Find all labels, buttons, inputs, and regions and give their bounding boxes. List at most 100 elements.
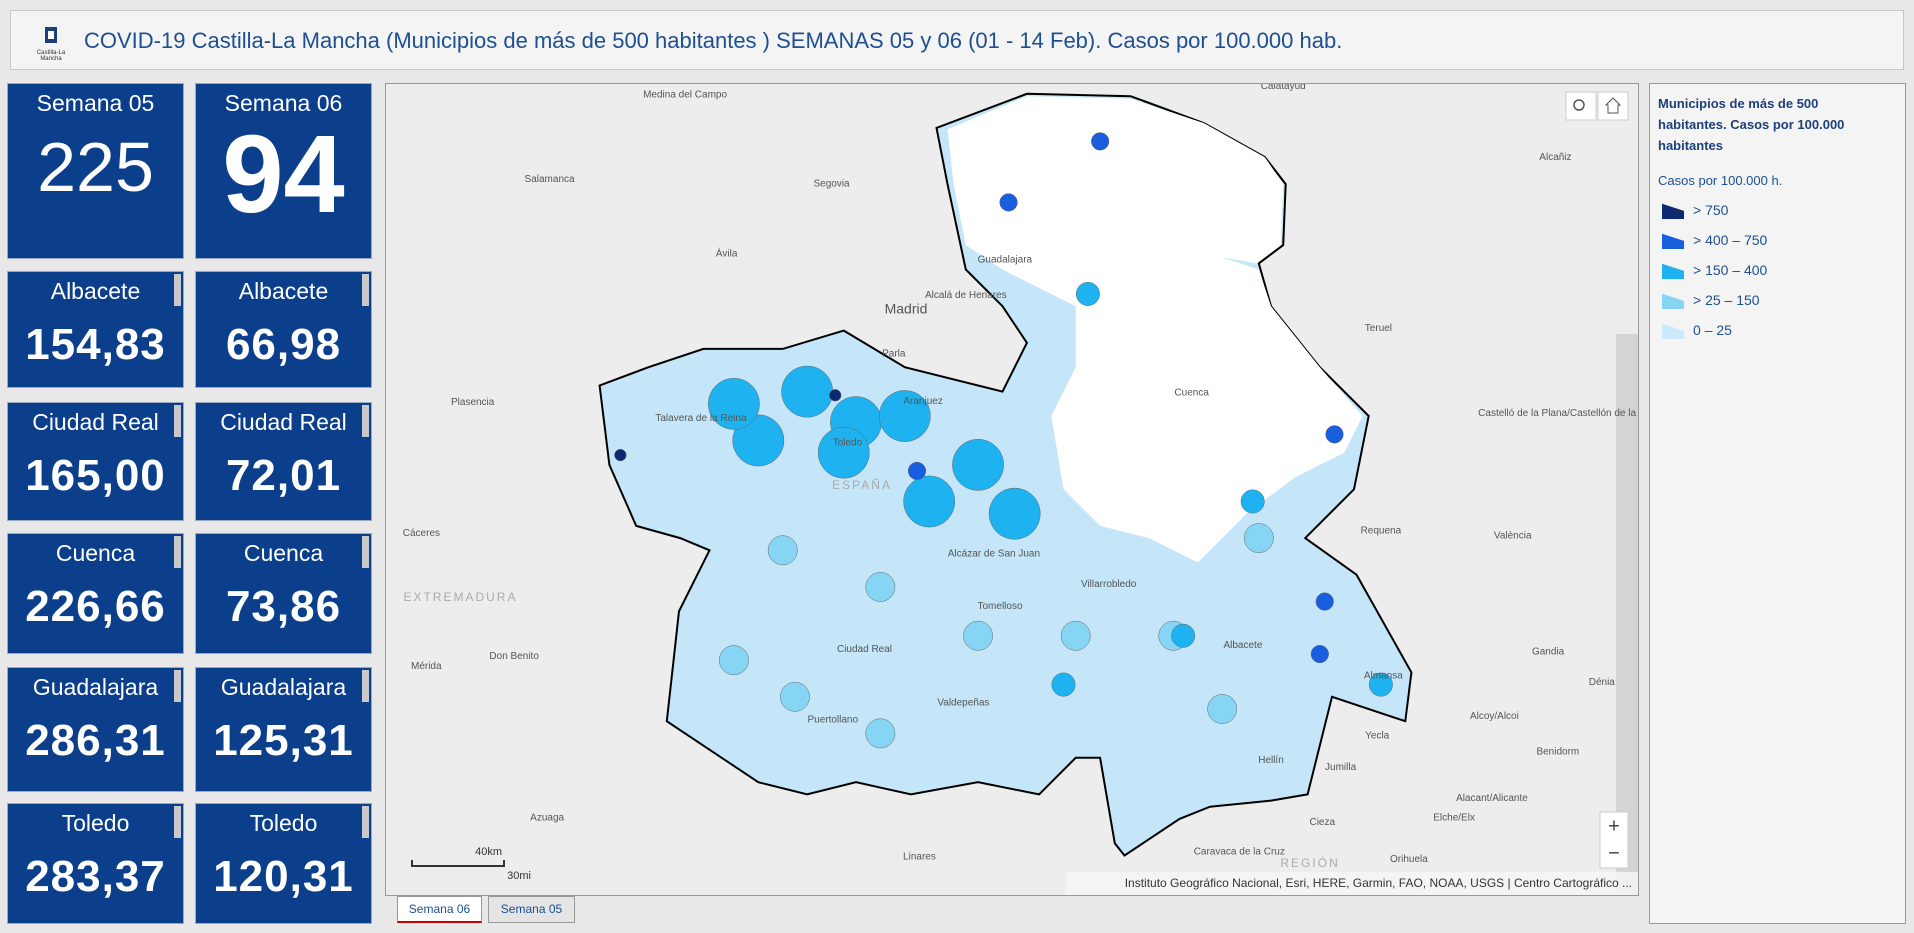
municipality: [817, 426, 870, 479]
indicator-value: 94: [222, 113, 345, 236]
province-name: Ciudad Real: [220, 409, 347, 435]
municipality: [1368, 672, 1393, 697]
province-card: Albacete 154,83: [7, 271, 184, 388]
home-icon: [1604, 97, 1622, 114]
province-value: 120,31: [213, 852, 354, 901]
place-label: Jumilla: [1325, 762, 1357, 773]
place-label: Mérida: [411, 661, 442, 672]
place-label: Guadalajara: [978, 254, 1033, 265]
municipality: [781, 365, 834, 418]
place-label: Hellín: [1258, 755, 1284, 766]
place-label: Segovia: [813, 179, 850, 190]
scrollbar: [174, 405, 181, 437]
legend-swatch: [1662, 233, 1684, 249]
scale-km: 40km: [475, 846, 502, 858]
province-name: Albacete: [238, 278, 329, 304]
province-card: Ciudad Real 165,00: [7, 402, 184, 521]
legend-swatch: [1662, 293, 1684, 309]
attribution: Instituto Geográfico Nacional, Esri, HER…: [1125, 876, 1632, 890]
place-label: ESPAÑA: [832, 478, 892, 492]
place-label: Medina del Campo: [643, 90, 727, 101]
tab[interactable]: Semana 06: [397, 896, 482, 923]
place-label: Salamanca: [525, 174, 575, 185]
province-name: Cuenca: [55, 540, 136, 566]
legend-label: > 25 – 150: [1693, 292, 1760, 308]
province-card: Guadalajara 125,31: [195, 667, 372, 792]
place-label: Aranjuez: [903, 396, 942, 407]
place-label: Toledo: [833, 438, 863, 449]
province-name: Ciudad Real: [32, 409, 159, 435]
municipality: [780, 681, 810, 712]
municipality: [999, 193, 1018, 212]
province-card: Guadalajara 286,31: [7, 667, 184, 792]
attribution-bg: [1066, 872, 1638, 895]
search-icon: [1573, 99, 1585, 111]
place-label: Alcañiz: [1539, 152, 1571, 163]
municipality: [907, 461, 927, 481]
place-label: Don Benito: [489, 651, 539, 662]
scrollbar: [174, 536, 181, 568]
scrollbar: [362, 536, 369, 568]
zoom-in[interactable]: +: [1608, 815, 1620, 837]
municipality: [1325, 425, 1344, 444]
scrollbar: [362, 806, 369, 838]
municipality: [767, 535, 798, 566]
place-label: Dénia: [1589, 677, 1616, 688]
place-label: Cuenca: [1174, 387, 1209, 398]
legend-swatch: [1662, 203, 1684, 219]
province-name: Toledo: [249, 810, 318, 836]
indicator-card: Semana 06 94: [195, 83, 372, 259]
legend-title: Municipios de más de 500 habitantes. Cas…: [1658, 96, 1845, 153]
legend-swatch: [1662, 323, 1684, 339]
municipality: [1075, 281, 1100, 306]
municipality: [1051, 672, 1076, 697]
place-label: Alcalá de Henares: [925, 290, 1007, 301]
scrollbar: [362, 405, 369, 437]
place-label: Tomelloso: [977, 601, 1022, 612]
place-label: Madrid: [885, 301, 928, 317]
province-card: Albacete 66,98: [195, 271, 372, 388]
home-button[interactable]: [1597, 91, 1629, 121]
place-label: Requena: [1361, 525, 1402, 536]
province-value: 165,00: [25, 451, 166, 500]
province-card: Ciudad Real 72,01: [195, 402, 372, 521]
legend-panel: Municipios de más de 500 habitantes. Cas…: [1649, 83, 1906, 924]
province-name: Toledo: [61, 810, 130, 836]
search-button[interactable]: [1565, 91, 1597, 121]
municipality: [719, 645, 749, 676]
municipality: [708, 377, 760, 430]
scale-bar: [411, 860, 505, 867]
province-card: Cuenca 226,66: [7, 533, 184, 654]
municipality: [829, 389, 842, 402]
place-label: REGIÓN: [1280, 855, 1339, 870]
scrollbar: [362, 274, 369, 306]
scale-mi: 30mi: [507, 870, 531, 882]
tab[interactable]: Semana 05: [488, 896, 575, 923]
place-label: Alcoy/Alcoi: [1470, 711, 1519, 722]
map[interactable]: Calatayud Medina del Campo Salamanca Segovi…: [385, 83, 1639, 896]
municipality: [1091, 132, 1110, 151]
province-name: Albacete: [50, 278, 141, 304]
municipality: [732, 414, 785, 467]
indicator-card: Semana 05 225: [7, 83, 184, 259]
place-label: Orihuela: [1390, 854, 1428, 865]
municipality: [878, 390, 931, 442]
municipality: [1243, 523, 1274, 553]
place-label: Caravaca de la Cruz: [1194, 846, 1285, 857]
place-label: Alacant/Alicante: [1456, 793, 1528, 804]
zoom-control[interactable]: [1599, 811, 1629, 869]
white-area: [947, 96, 1284, 307]
province-card: Cuenca 73,86: [195, 533, 372, 654]
place-label: Benidorm: [1536, 746, 1579, 757]
logo: Castilla-La Mancha: [31, 23, 71, 62]
municipality: [1060, 620, 1091, 651]
province-value: 66,98: [225, 320, 342, 369]
logo-text: Castilla-La Mancha: [36, 50, 66, 62]
legend-label: 0 – 25: [1693, 322, 1732, 338]
place-label: Teruel: [1365, 323, 1392, 334]
municipality: [952, 438, 1004, 491]
place-label: Almansa: [1364, 671, 1403, 682]
place-label: Elche/Elx: [1433, 812, 1475, 823]
zoom-out[interactable]: −: [1608, 842, 1620, 864]
legend-label: > 400 – 750: [1693, 232, 1768, 248]
